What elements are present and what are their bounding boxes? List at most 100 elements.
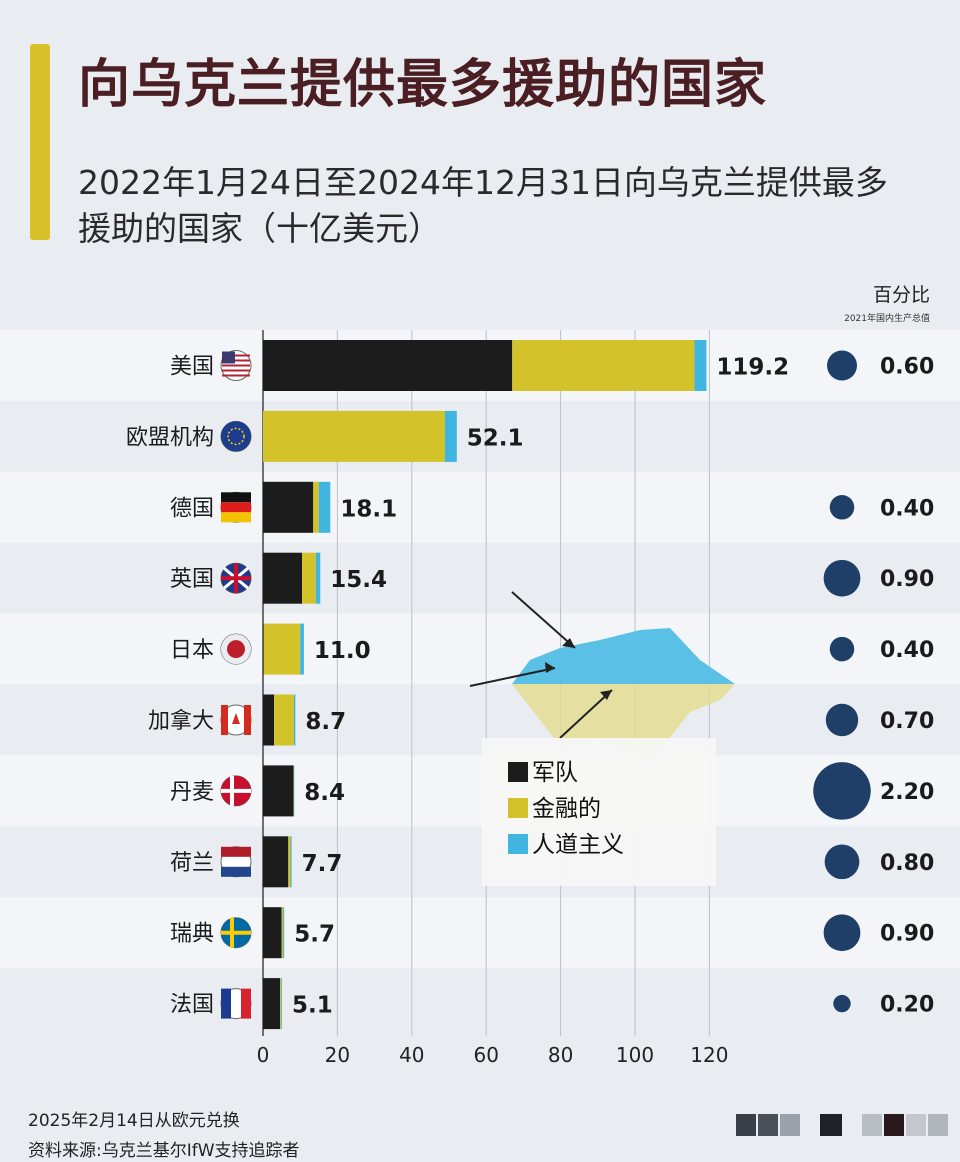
row-band [0,897,960,969]
bar-total-label: 5.1 [292,993,333,1019]
bar-segment [263,623,264,675]
gdp-percent-bubble [829,495,855,520]
category-label: 瑞典 [170,922,214,947]
bar-segment [280,978,282,1030]
x-tick-label: 120 [690,1043,728,1067]
bar-segment [444,410,457,462]
flag-stripe [221,512,251,523]
legend-swatch [508,762,528,782]
category-label: 美国 [170,355,214,380]
bar-segment [315,552,321,604]
flag-stripe [241,988,251,1019]
gdp-percent-bubble [813,762,871,820]
row-band [0,471,960,543]
gdp-percent-label: 0.70 [880,709,934,734]
gdp-percent-label: 0.90 [880,922,934,947]
flag-field [221,421,251,452]
flag-stripe [244,705,251,735]
arrow-line [469,667,556,687]
page-subtitle: 2022年1月24日至2024年12月31日向乌克兰提供最多援助的国家（十亿美元… [78,163,888,248]
arrow-head [545,662,555,673]
footnote-conversion: 2025年2月14日从欧元兑换 [28,1111,240,1131]
publisher-logo [736,1114,948,1136]
arrow-head [562,638,575,648]
bar-segment [263,481,314,533]
gdp-percent-label: 0.60 [880,355,934,380]
flag-sun [227,640,245,659]
bar-segment [300,623,304,675]
ukraine-map-top-shape [512,628,735,684]
page-title: 向乌克兰提供最多援助的国家 [78,55,768,115]
bar-segment [263,836,289,888]
category-label: 加拿大 [148,708,214,734]
gdp-percent-bubble [824,844,860,880]
bar-segment [263,410,445,462]
gdp-percent-label: 0.40 [880,496,934,521]
bar-segment [293,694,296,746]
bar-total-label: 119.2 [716,355,789,381]
flag-canton [222,351,235,364]
gdp-percent-title: 百分比 [872,284,930,306]
bar-total-label: 52.1 [467,425,524,451]
gdp-percent-bubble [825,703,859,737]
gdp-percent-bubble [823,559,861,597]
gdp-percent-label: 0.20 [880,993,934,1018]
gdp-percent-header: 百分比 2021年国内生产总值 [844,280,930,324]
bar-total-label: 15.4 [330,567,387,593]
legend-label: 金融的 [532,796,601,822]
arrow-head [600,690,612,700]
bar-segment [283,907,285,959]
legend-swatch [508,834,528,854]
x-tick-label: 40 [399,1043,424,1067]
flag-stripe [221,705,228,735]
category-label: 荷兰 [170,851,214,876]
flag-stripe [221,988,231,1019]
gdp-percent-subtitle: 2021年国内生产总值 [844,314,930,324]
gdp-percent-label: 2.20 [880,780,934,805]
category-label: 欧盟机构 [126,425,214,450]
category-label: 日本 [170,638,214,663]
flag-stripe [221,866,251,877]
bar-segment [281,978,282,1030]
bar-total-label: 5.7 [294,922,335,948]
legend-label: 军队 [532,760,578,786]
bar-segment [263,694,275,746]
bar-segment [281,907,284,959]
arrow-line [559,689,613,739]
category-label: 德国 [170,496,214,521]
bar-segment [274,694,294,746]
row-band [0,613,960,685]
bar-total-label: 7.7 [302,851,343,877]
category-label: 法国 [170,993,214,1018]
bar-segment [313,481,319,533]
gdp-percent-bubble [833,994,851,1013]
bar-segment [302,552,316,604]
x-tick-label: 60 [473,1043,498,1067]
legend-label: 人道主义 [532,832,624,858]
bar-segment [263,765,294,817]
bar-segment [290,836,292,888]
x-tick-label: 20 [325,1043,350,1067]
gdp-percent-label: 0.40 [880,638,934,663]
flag-stars [227,427,245,446]
flag-stripe [221,502,251,513]
footnote-source: 资料来源:乌克兰基尔IfW支持追踪者 [28,1141,300,1161]
gdp-percent-bubble [826,350,858,381]
x-tick-label: 0 [257,1043,270,1067]
bar-segment [263,978,281,1030]
bar-segment [512,340,695,391]
gdp-percent-bubble [823,914,861,952]
bar-segment [288,836,291,888]
bar-segment [694,340,707,391]
gdp-percent-label: 0.90 [880,567,934,592]
bar-segment [263,552,303,604]
bar-segment [263,623,301,675]
title-accent-bar [30,44,50,240]
flag-leaf [232,713,240,724]
x-tick-label: 80 [548,1043,573,1067]
bar-segment [318,481,331,533]
gdp-percent-bubble [829,636,855,662]
arrow-line [511,591,576,649]
legend-swatch [508,798,528,818]
